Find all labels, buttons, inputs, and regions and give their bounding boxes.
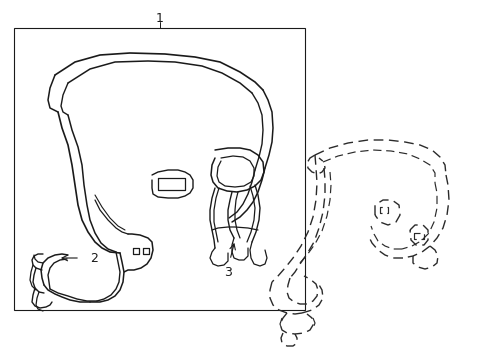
Text: 2: 2 <box>90 252 98 265</box>
Text: 3: 3 <box>224 266 231 279</box>
Text: 1: 1 <box>156 12 163 24</box>
Bar <box>14 28 305 310</box>
